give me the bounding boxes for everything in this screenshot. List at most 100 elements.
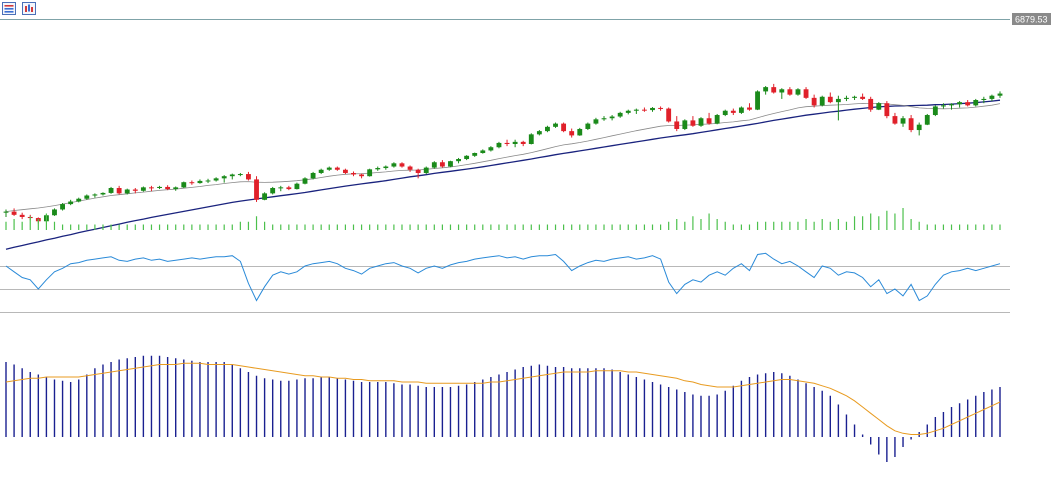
candle-body <box>924 115 930 125</box>
candle <box>157 185 162 190</box>
candle-body <box>52 209 57 216</box>
candle-body <box>860 96 866 99</box>
candle <box>472 152 478 157</box>
candle <box>577 127 583 136</box>
candle <box>916 122 922 136</box>
candle <box>561 122 567 133</box>
candlestick-series <box>3 83 1003 224</box>
candle <box>900 116 906 127</box>
candle-body <box>19 214 25 217</box>
candle <box>197 179 203 184</box>
candle <box>318 168 324 175</box>
candle-body <box>892 116 898 124</box>
candle-body <box>674 121 680 129</box>
candle-body <box>973 100 979 106</box>
price-tag: 6879.53 <box>1012 13 1051 25</box>
candle <box>884 101 890 119</box>
candle-body <box>722 110 728 116</box>
candle-body <box>706 118 712 124</box>
indicator-list-icon[interactable] <box>2 2 16 15</box>
candle <box>706 112 712 125</box>
candle <box>76 197 82 203</box>
candle-body <box>755 91 760 110</box>
candle-body <box>997 93 1003 96</box>
candle <box>981 96 987 104</box>
candle-body <box>949 104 954 106</box>
candle-body <box>302 178 308 184</box>
candle-body <box>512 141 518 144</box>
candle-body <box>852 96 857 98</box>
candle <box>488 146 494 152</box>
candle-body <box>771 87 777 93</box>
candle-body <box>464 155 470 160</box>
candle-body <box>690 120 696 126</box>
candle <box>747 103 752 111</box>
candle-body <box>448 161 453 167</box>
candle-body <box>884 103 890 117</box>
candle <box>860 93 866 100</box>
candle-body <box>617 112 623 117</box>
candle-body <box>504 142 510 144</box>
candle-body <box>456 159 461 162</box>
candle-body <box>310 172 316 179</box>
candle <box>383 165 389 170</box>
candle-body <box>237 174 243 176</box>
candle <box>779 88 785 99</box>
candle-body <box>666 108 672 122</box>
candle-body <box>965 102 971 106</box>
candle <box>941 103 946 109</box>
candle <box>682 119 688 131</box>
chart-properties-icon[interactable] <box>22 2 36 15</box>
candle-body <box>803 89 809 98</box>
candle <box>124 188 130 195</box>
candle-body <box>738 107 744 113</box>
candle-body <box>682 120 688 129</box>
price-tag-label: 6879.53 <box>1015 15 1048 25</box>
candle <box>448 160 453 168</box>
candle-body <box>496 142 502 148</box>
candle <box>504 139 510 147</box>
candle <box>965 100 971 107</box>
candle <box>359 173 365 179</box>
candle <box>52 208 57 216</box>
candle <box>399 162 405 168</box>
candle-body <box>326 167 332 170</box>
candle-body <box>900 118 906 124</box>
chart-toolbar <box>2 2 36 18</box>
candle <box>310 171 316 180</box>
candle <box>617 111 623 118</box>
candle <box>286 185 292 191</box>
candle-body <box>747 107 752 110</box>
candle-body <box>779 89 785 93</box>
candle <box>601 116 607 121</box>
candle <box>787 87 793 96</box>
candle <box>714 113 720 125</box>
candle <box>973 98 979 107</box>
candle <box>553 122 558 128</box>
candle <box>165 185 171 191</box>
price-tag-background <box>1012 13 1051 25</box>
candle-body <box>318 169 324 173</box>
candle-body <box>221 176 227 179</box>
candle <box>415 168 421 179</box>
candle <box>3 209 9 217</box>
candle <box>666 107 672 123</box>
candle-body <box>827 96 833 103</box>
candle-body <box>989 95 995 99</box>
candle-body <box>165 186 171 190</box>
candle <box>520 140 526 147</box>
candle-body <box>11 211 17 215</box>
candle <box>876 102 882 111</box>
candle <box>536 130 542 136</box>
rsi-pane <box>0 252 1010 313</box>
candle <box>326 166 332 171</box>
candle-body <box>439 162 445 167</box>
candle-body <box>423 167 429 173</box>
candle <box>545 125 550 133</box>
candle <box>819 95 825 107</box>
candle <box>254 176 259 202</box>
candle <box>205 178 211 184</box>
candle-body <box>116 188 122 194</box>
candle-body <box>658 107 664 109</box>
